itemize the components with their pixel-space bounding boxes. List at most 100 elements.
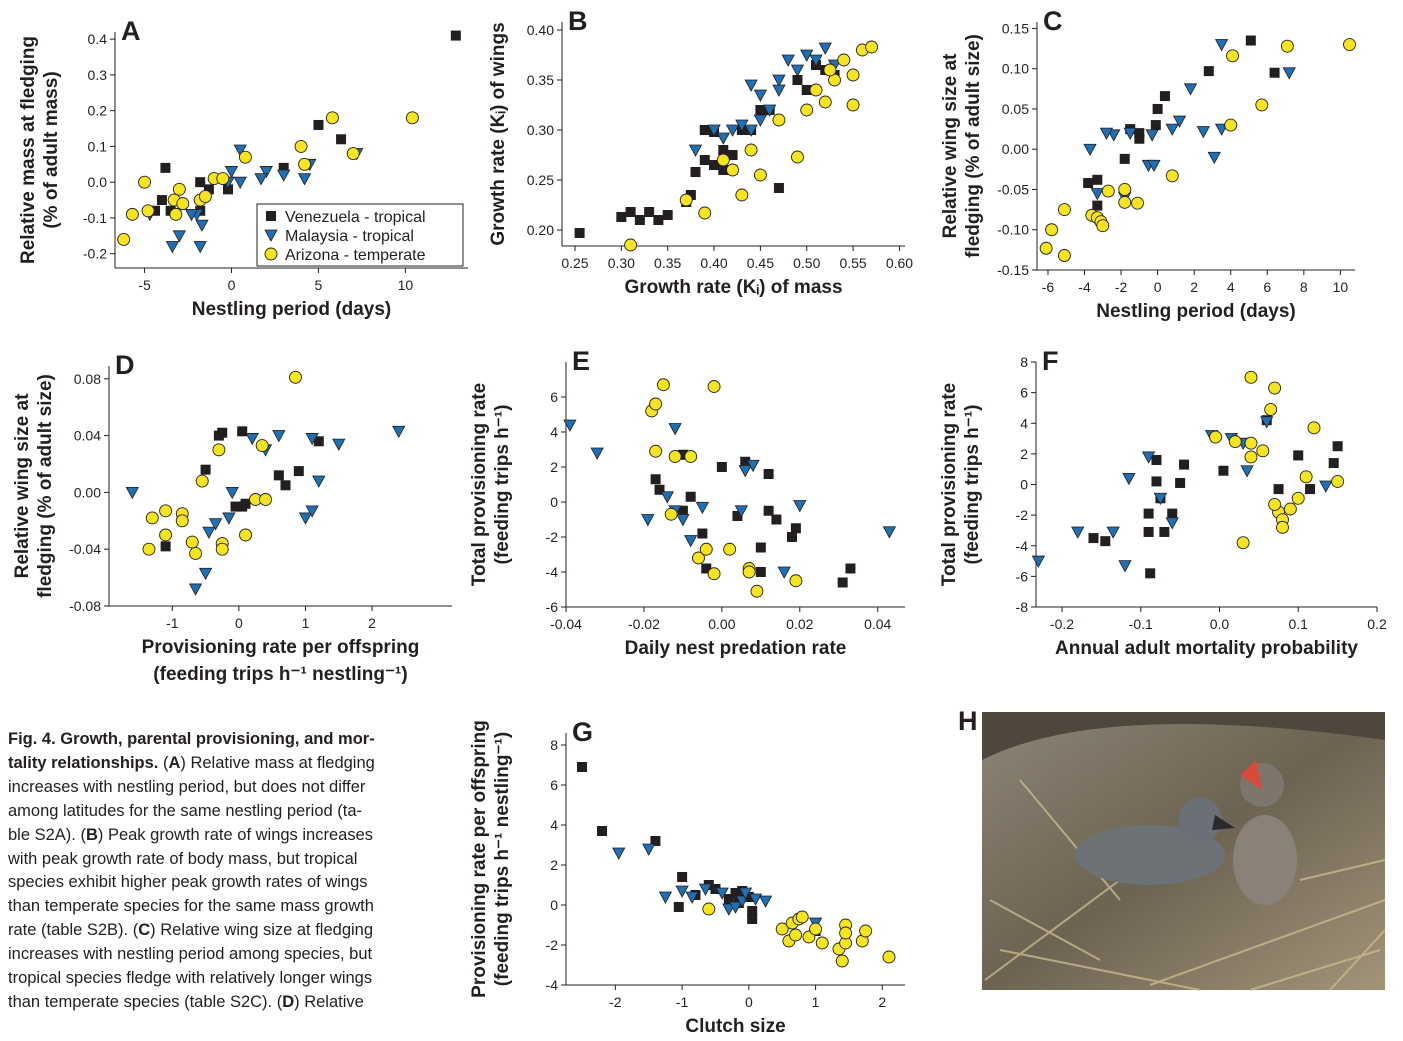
point — [259, 166, 273, 179]
point — [740, 456, 751, 467]
point — [175, 514, 189, 528]
x-tick-label: 0.50 — [793, 255, 820, 271]
point — [1268, 497, 1282, 511]
point — [859, 924, 873, 938]
point — [616, 212, 627, 222]
point — [156, 195, 167, 206]
point — [224, 166, 239, 179]
point — [732, 511, 743, 521]
x-tick-label: 6 — [1263, 279, 1271, 295]
chart: 6 4 2 0 -2 -4 -6-0.04 -0.02 0.00 0.02 0.04 Daily ne… — [469, 346, 905, 659]
point — [743, 892, 754, 902]
point — [673, 902, 684, 912]
y-tick-label: 0.08 — [74, 371, 101, 387]
point — [707, 124, 721, 137]
caption-line: increases with nestling period, but does… — [8, 776, 448, 800]
point — [145, 511, 159, 525]
caption-text: tality relationships. — [8, 753, 159, 772]
point — [225, 486, 239, 500]
point — [624, 238, 638, 252]
y-tick-label: 0 — [550, 897, 558, 913]
chart: 0.15 0.10 0.05 0.00 -0.05 -0.10 -0.15 -6 -4 -2 0 2 4… — [940, 6, 1356, 322]
point — [735, 188, 749, 202]
y-axis-label: Relative wing size at — [940, 53, 961, 238]
y-tick-label: 6 — [550, 777, 558, 793]
legend-marker — [264, 247, 278, 261]
y-tick-label: 4 — [1020, 415, 1028, 431]
point — [1165, 169, 1179, 183]
point — [625, 207, 636, 217]
point — [790, 523, 801, 534]
point — [716, 153, 730, 167]
point — [1134, 133, 1145, 144]
y-tick-label: 2 — [550, 459, 558, 475]
point — [1153, 492, 1168, 506]
point — [677, 872, 688, 882]
y-tick-label: -0.1 — [83, 210, 107, 226]
point — [1280, 39, 1294, 53]
point — [746, 459, 760, 473]
point — [684, 535, 698, 548]
point — [1071, 526, 1085, 539]
point — [1255, 98, 1269, 112]
y-axis-label: (% of adult mass) — [41, 71, 62, 228]
point — [1045, 223, 1059, 237]
point — [125, 207, 139, 221]
point — [702, 902, 716, 916]
point — [336, 134, 347, 145]
point — [744, 124, 758, 137]
point — [1151, 476, 1162, 487]
caption: Fig. 4. Growth, parental provisioning, a… — [8, 728, 448, 1015]
x-tick-label: 0.04 — [864, 616, 891, 632]
point — [755, 567, 766, 577]
chart: 8 6 4 2 0 -2 -4 -6 -8 -0.2 -0.1 0.0 0.1 0.2 Annual adu… — [939, 346, 1387, 659]
caption-line: species exhibit higher peak growth rates… — [8, 871, 448, 895]
y-tick-label: 0.20 — [527, 222, 554, 238]
x-axis-label: Provisioning rate per offspring — [142, 637, 420, 658]
y-tick-label: 6 — [550, 389, 558, 405]
point — [730, 888, 741, 898]
y-tick-label: 0.10 — [1002, 61, 1029, 77]
point — [238, 150, 252, 164]
caption-text: than temperate species for the same mass… — [8, 897, 374, 916]
point — [753, 168, 767, 182]
point — [726, 163, 740, 177]
x-tick-label: 0 — [1154, 279, 1162, 295]
x-tick-label: 0 — [235, 615, 243, 631]
photo-gape — [1240, 760, 1262, 790]
y-tick-label: -8 — [1016, 599, 1029, 615]
point — [254, 173, 268, 186]
point — [845, 563, 856, 574]
point — [675, 885, 689, 898]
caption-line: among latitudes for the same nestling pe… — [8, 800, 448, 824]
point — [642, 843, 656, 856]
x-tick-label: 4 — [1227, 279, 1235, 295]
x-tick-label: 10 — [1333, 279, 1349, 295]
legend: Venezuela - tropical Malaysia - tropical A… — [256, 203, 464, 267]
point — [750, 584, 764, 598]
point — [656, 378, 670, 392]
point — [662, 210, 673, 220]
point — [216, 172, 230, 186]
point — [1273, 484, 1284, 495]
legend-marker — [266, 211, 276, 221]
point — [781, 54, 795, 67]
caption-line: tality relationships. (A) Relative mass … — [8, 752, 448, 776]
x-tick-label: -4 — [1078, 279, 1091, 295]
point — [294, 139, 308, 153]
caption-line: than temperate species (table S2C). (D) … — [8, 991, 448, 1015]
y-tick-label: 0.4 — [88, 31, 108, 47]
point — [738, 887, 753, 900]
point — [1244, 370, 1258, 384]
point — [1165, 123, 1179, 136]
point — [195, 177, 206, 188]
point — [280, 480, 291, 491]
point — [1096, 219, 1110, 233]
point — [1224, 118, 1238, 132]
x-tick-label: 10 — [398, 277, 414, 293]
point — [698, 206, 712, 220]
point — [649, 444, 663, 458]
point — [846, 98, 860, 112]
x-tick-label: 0.2 — [1367, 616, 1387, 632]
